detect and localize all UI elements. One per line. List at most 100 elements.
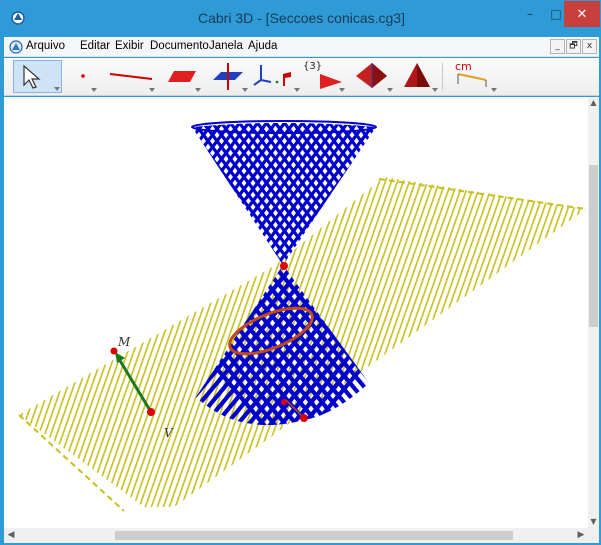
- plane-hatch-line: [155, 177, 287, 507]
- scrollbar-corner: [588, 528, 599, 543]
- cone-lattice-line: [192, 123, 201, 265]
- plane-hatch-line: [299, 177, 431, 507]
- cone-lattice-line: [341, 123, 376, 265]
- cone-lattice-line: [192, 123, 246, 265]
- plane-hatch-line: [467, 177, 586, 507]
- horizontal-scroll-thumb[interactable]: [115, 531, 513, 540]
- chevron-down-icon: [387, 88, 393, 92]
- cone-lattice-line: [432, 257, 582, 437]
- plane-hatch-line: [425, 177, 557, 507]
- plane-hatch-line: [359, 177, 491, 507]
- tool-regular-polygons[interactable]: {3}: [302, 60, 346, 93]
- minimize-button[interactable]: –: [527, 7, 533, 21]
- cone-lattice-line: [4, 257, 124, 437]
- cone-lattice-line: [34, 117, 154, 277]
- plane-hatch-line: [431, 177, 563, 507]
- set-label: {3}: [303, 61, 323, 72]
- conic-section-ellipse[interactable]: [224, 299, 318, 363]
- plane-hatch-line: [353, 177, 485, 507]
- doc-restore-button[interactable]: 🗗: [566, 39, 581, 54]
- cone-lattice-line: [265, 265, 369, 426]
- doc-minimize-button[interactable]: _: [550, 39, 565, 54]
- title-bar[interactable]: Cabri 3D - [Seccoes conicas.cg3] – □ ✕: [1, 1, 601, 37]
- plane-hatch-line: [335, 177, 467, 507]
- plane-hatch-line: [443, 177, 575, 507]
- plane-hatch-line: [347, 177, 479, 507]
- cone-lattice-line: [364, 265, 369, 426]
- menu-bar: Arquivo Editar Exibir Documento Janela A…: [4, 37, 599, 57]
- cone-upper-nappe[interactable]: [34, 117, 535, 277]
- axis-segment: [285, 399, 305, 419]
- toolbar-separator: [442, 63, 443, 91]
- cone-lattice-line: [192, 123, 255, 265]
- scroll-left-arrow-icon[interactable]: ◀: [7, 530, 15, 540]
- plane-icon: [168, 71, 196, 82]
- tool-pointer[interactable]: [13, 60, 62, 93]
- 3d-canvas[interactable]: [4, 97, 588, 528]
- cone-lattice-line: [4, 257, 135, 437]
- close-button[interactable]: ✕: [564, 1, 600, 27]
- vertical-scrollbar[interactable]: ▲ ▼: [588, 97, 599, 528]
- plane-hatch-line: [413, 177, 545, 507]
- plane-hatch-line: [19, 177, 131, 507]
- scroll-up-arrow-icon[interactable]: ▲: [590, 98, 597, 107]
- tool-regular-polyhedra[interactable]: [397, 60, 439, 93]
- chevron-down-icon: [149, 88, 155, 92]
- chevron-down-icon: [195, 88, 201, 92]
- tool-measurement[interactable]: cm: [448, 60, 498, 93]
- menu-janela[interactable]: Janela: [209, 40, 243, 52]
- base-rim-point[interactable]: [300, 414, 308, 422]
- plane-hatch-line: [311, 177, 443, 507]
- tool-transformations[interactable]: [251, 60, 301, 93]
- menu-editar[interactable]: Editar: [80, 40, 111, 52]
- doc-close-button[interactable]: x: [582, 39, 597, 54]
- horizontal-scrollbar[interactable]: ◀ ▶: [4, 528, 588, 543]
- chevron-down-icon: [491, 88, 497, 92]
- point-v[interactable]: [147, 408, 155, 416]
- plane-hatch-line: [281, 177, 413, 507]
- document-icon[interactable]: [8, 39, 24, 55]
- cone-lattice-line: [192, 123, 300, 265]
- tool-relative-constructions[interactable]: [207, 60, 249, 93]
- plane-hatch-line: [383, 177, 515, 507]
- vertical-scroll-thumb[interactable]: [589, 165, 598, 327]
- plane-hatch-line: [19, 177, 137, 507]
- arrow-pointer-icon: [23, 64, 41, 89]
- menu-ajuda[interactable]: Ajuda: [248, 40, 278, 52]
- chevron-down-icon: [294, 88, 300, 92]
- menu-documento[interactable]: Documento: [150, 40, 209, 52]
- point-v-label: V: [164, 426, 173, 440]
- point-m-label: M: [118, 335, 131, 349]
- measure-label: cm: [455, 60, 472, 73]
- plane-hatch-line: [365, 177, 497, 507]
- chevron-down-icon: [242, 88, 248, 92]
- maximize-button[interactable]: □: [550, 7, 562, 21]
- cone-lattice-line: [43, 117, 163, 277]
- pyramid-icon: [356, 63, 387, 88]
- plane-hatch-line: [19, 177, 113, 507]
- direction-vector[interactable]: [117, 358, 153, 413]
- polygon-icon: [320, 74, 342, 89]
- cone-lattice-line: [18, 257, 168, 437]
- cone-lattice-line: [258, 265, 369, 426]
- cone-lattice-line: [332, 123, 376, 265]
- base-center-point[interactable]: [281, 399, 287, 405]
- ruler-icon: [457, 73, 487, 87]
- tool-points[interactable]: [68, 60, 98, 93]
- plane-hatch-line: [323, 177, 455, 507]
- tool-lines[interactable]: [104, 60, 156, 93]
- tool-surfaces[interactable]: [160, 60, 202, 93]
- cone-apex-point[interactable]: [280, 262, 288, 270]
- cone-lattice-line: [342, 265, 369, 426]
- cone-lattice-line: [247, 265, 369, 426]
- tool-polyhedra[interactable]: [350, 60, 394, 93]
- scroll-right-arrow-icon[interactable]: ▶: [577, 530, 585, 540]
- plane-hatch-line: [83, 177, 215, 507]
- plane-border: [18, 178, 587, 512]
- menu-exibir[interactable]: Exibir: [115, 40, 144, 52]
- cone-lattice-line: [257, 123, 376, 265]
- point-m[interactable]: [110, 347, 118, 355]
- drawing-area[interactable]: M V ▲ ▼ ◀ ▶: [4, 97, 599, 543]
- menu-arquivo[interactable]: Arquivo: [26, 40, 65, 52]
- scroll-down-arrow-icon[interactable]: ▼: [590, 517, 597, 526]
